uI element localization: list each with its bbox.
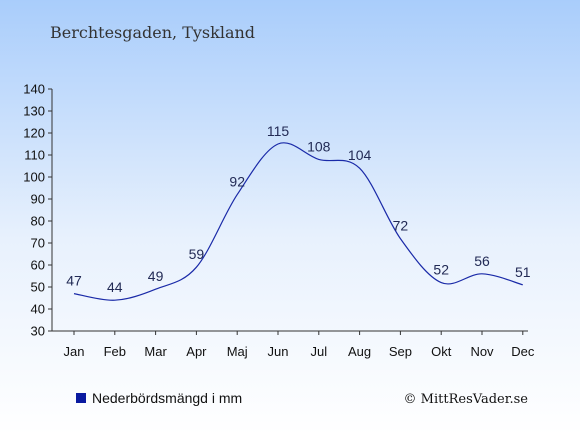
y-tick-label: 70 bbox=[31, 236, 45, 251]
x-tick-label: Mar bbox=[144, 344, 167, 359]
x-tick-label: Jan bbox=[64, 344, 85, 359]
data-label: 104 bbox=[348, 147, 372, 163]
y-tick-label: 80 bbox=[31, 214, 45, 229]
x-tick-label: Maj bbox=[227, 344, 248, 359]
x-tick-label: Feb bbox=[104, 344, 126, 359]
y-tick-label: 40 bbox=[31, 302, 45, 317]
y-tick-label: 50 bbox=[31, 280, 45, 295]
x-tick-label: Nov bbox=[470, 344, 494, 359]
data-label: 51 bbox=[515, 264, 531, 280]
data-label: 47 bbox=[66, 273, 82, 289]
data-labels: 47 44 49 59 92 115 108 104 72 52 56 51 bbox=[66, 123, 531, 295]
x-tick-label: Jun bbox=[268, 344, 289, 359]
y-tick-label: 60 bbox=[31, 258, 45, 273]
legend-label: Nederbördsmängd i mm bbox=[92, 390, 242, 406]
data-label: 108 bbox=[307, 138, 331, 154]
y-tick-label: 120 bbox=[23, 126, 45, 141]
x-axis: Jan Feb Mar Apr Maj Jun Jul Aug Sep Okt Nov Dec bbox=[52, 330, 535, 359]
data-label: 59 bbox=[189, 246, 205, 262]
x-tick-label: Aug bbox=[348, 344, 371, 359]
data-label: 52 bbox=[433, 262, 449, 278]
data-label: 56 bbox=[474, 253, 490, 269]
y-tick-label: 140 bbox=[23, 82, 45, 97]
x-tick-label: Okt bbox=[431, 344, 452, 359]
chart-title: Berchtesgaden, Tyskland bbox=[50, 23, 255, 42]
x-tick-label: Apr bbox=[186, 344, 207, 359]
data-label: 115 bbox=[267, 123, 290, 139]
x-tick-label: Sep bbox=[389, 344, 412, 359]
series-line bbox=[73, 142, 523, 301]
data-label: 92 bbox=[229, 174, 245, 190]
data-label: 49 bbox=[148, 268, 164, 284]
x-tick-label: Jul bbox=[310, 344, 327, 359]
legend-swatch bbox=[76, 393, 86, 403]
y-tick-label: 130 bbox=[23, 104, 45, 119]
y-tick-label: 100 bbox=[23, 170, 45, 185]
data-label: 72 bbox=[393, 218, 409, 234]
y-tick-label: 30 bbox=[31, 324, 45, 339]
y-tick-label: 90 bbox=[31, 192, 45, 207]
y-axis: 30 40 50 60 70 80 90 100 110 120 130 140 bbox=[23, 82, 53, 339]
data-label: 44 bbox=[107, 279, 123, 295]
credit-text: © MittResVader.se bbox=[404, 392, 529, 407]
x-tick-label: Dec bbox=[511, 344, 535, 359]
y-tick-label: 110 bbox=[24, 148, 45, 163]
